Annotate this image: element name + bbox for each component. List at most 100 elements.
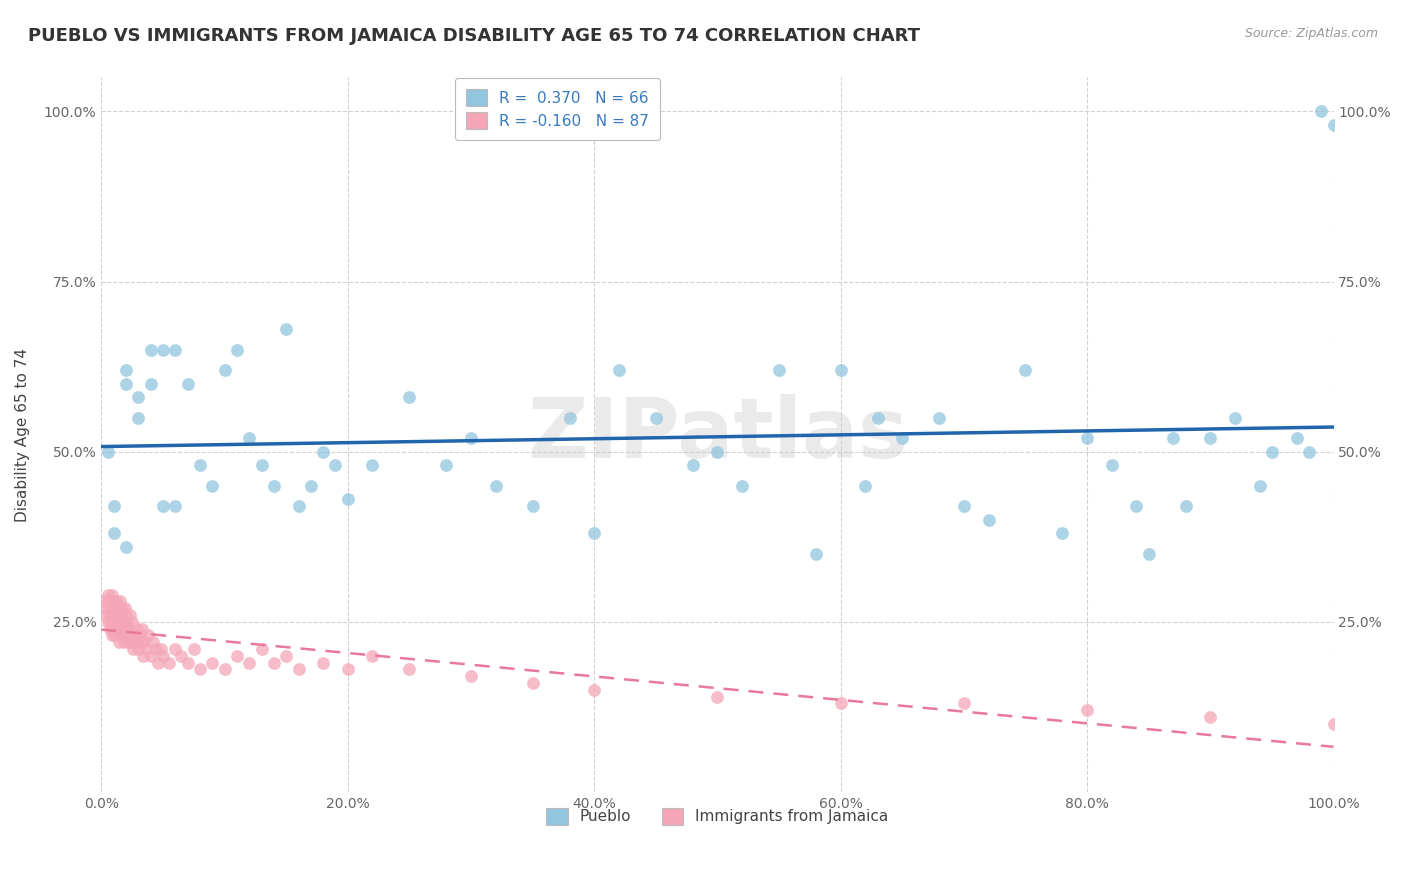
- Point: [238, 431, 260, 445]
- Point: [165, 642, 187, 657]
- Point: [460, 431, 482, 445]
- Point: [135, 642, 157, 657]
- Point: [104, 601, 127, 615]
- Point: [170, 648, 193, 663]
- Point: [830, 363, 852, 377]
- Point: [361, 458, 384, 473]
- Point: [101, 588, 124, 602]
- Point: [103, 607, 125, 622]
- Point: [103, 526, 125, 541]
- Point: [558, 410, 581, 425]
- Point: [134, 635, 156, 649]
- Point: [768, 363, 790, 377]
- Point: [312, 444, 335, 458]
- Point: [93, 594, 115, 608]
- Point: [122, 642, 145, 657]
- Point: [583, 682, 606, 697]
- Point: [127, 622, 149, 636]
- Point: [214, 663, 236, 677]
- Point: [127, 642, 149, 657]
- Point: [1310, 104, 1333, 119]
- Point: [1249, 479, 1271, 493]
- Point: [112, 615, 135, 629]
- Point: [112, 635, 135, 649]
- Point: [1076, 431, 1098, 445]
- Point: [201, 656, 224, 670]
- Point: [250, 642, 273, 657]
- Point: [96, 607, 118, 622]
- Point: [928, 410, 950, 425]
- Point: [115, 628, 138, 642]
- Point: [1322, 118, 1344, 132]
- Point: [117, 615, 139, 629]
- Point: [108, 615, 131, 629]
- Point: [188, 458, 211, 473]
- Point: [125, 635, 148, 649]
- Legend: Pueblo, Immigrants from Jamaica: Pueblo, Immigrants from Jamaica: [537, 798, 898, 834]
- Point: [1261, 444, 1284, 458]
- Point: [1137, 547, 1160, 561]
- Point: [325, 458, 347, 473]
- Point: [124, 628, 146, 642]
- Point: [1199, 710, 1222, 724]
- Point: [117, 635, 139, 649]
- Point: [103, 594, 125, 608]
- Point: [111, 622, 134, 636]
- Point: [953, 697, 976, 711]
- Point: [583, 526, 606, 541]
- Point: [157, 656, 180, 670]
- Point: [152, 499, 174, 513]
- Point: [176, 376, 198, 391]
- Point: [115, 540, 138, 554]
- Point: [165, 343, 187, 357]
- Text: ZIPatlas: ZIPatlas: [527, 394, 908, 475]
- Point: [214, 363, 236, 377]
- Point: [1223, 410, 1246, 425]
- Point: [263, 656, 285, 670]
- Point: [485, 479, 508, 493]
- Point: [1101, 458, 1123, 473]
- Point: [1298, 444, 1320, 458]
- Y-axis label: Disability Age 65 to 74: Disability Age 65 to 74: [15, 348, 30, 522]
- Point: [145, 642, 167, 657]
- Point: [1163, 431, 1185, 445]
- Point: [98, 607, 121, 622]
- Point: [1052, 526, 1074, 541]
- Text: Source: ZipAtlas.com: Source: ZipAtlas.com: [1244, 27, 1378, 40]
- Point: [522, 499, 544, 513]
- Point: [398, 390, 420, 404]
- Point: [149, 642, 172, 657]
- Point: [607, 363, 630, 377]
- Text: PUEBLO VS IMMIGRANTS FROM JAMAICA DISABILITY AGE 65 TO 74 CORRELATION CHART: PUEBLO VS IMMIGRANTS FROM JAMAICA DISABI…: [28, 27, 920, 45]
- Point: [96, 615, 118, 629]
- Point: [731, 479, 754, 493]
- Point: [139, 376, 162, 391]
- Point: [238, 656, 260, 670]
- Point: [953, 499, 976, 513]
- Point: [977, 513, 1000, 527]
- Point: [1199, 431, 1222, 445]
- Point: [115, 607, 138, 622]
- Point: [121, 615, 143, 629]
- Point: [176, 656, 198, 670]
- Point: [225, 343, 247, 357]
- Point: [1125, 499, 1147, 513]
- Point: [127, 390, 149, 404]
- Point: [97, 594, 120, 608]
- Point: [398, 663, 420, 677]
- Point: [100, 615, 122, 629]
- Point: [312, 656, 335, 670]
- Point: [188, 663, 211, 677]
- Point: [706, 690, 728, 704]
- Point: [152, 343, 174, 357]
- Point: [287, 499, 309, 513]
- Point: [336, 492, 359, 507]
- Point: [1014, 363, 1036, 377]
- Point: [644, 410, 666, 425]
- Point: [434, 458, 457, 473]
- Point: [1174, 499, 1197, 513]
- Point: [1285, 431, 1308, 445]
- Point: [142, 635, 165, 649]
- Point: [105, 607, 128, 622]
- Point: [287, 663, 309, 677]
